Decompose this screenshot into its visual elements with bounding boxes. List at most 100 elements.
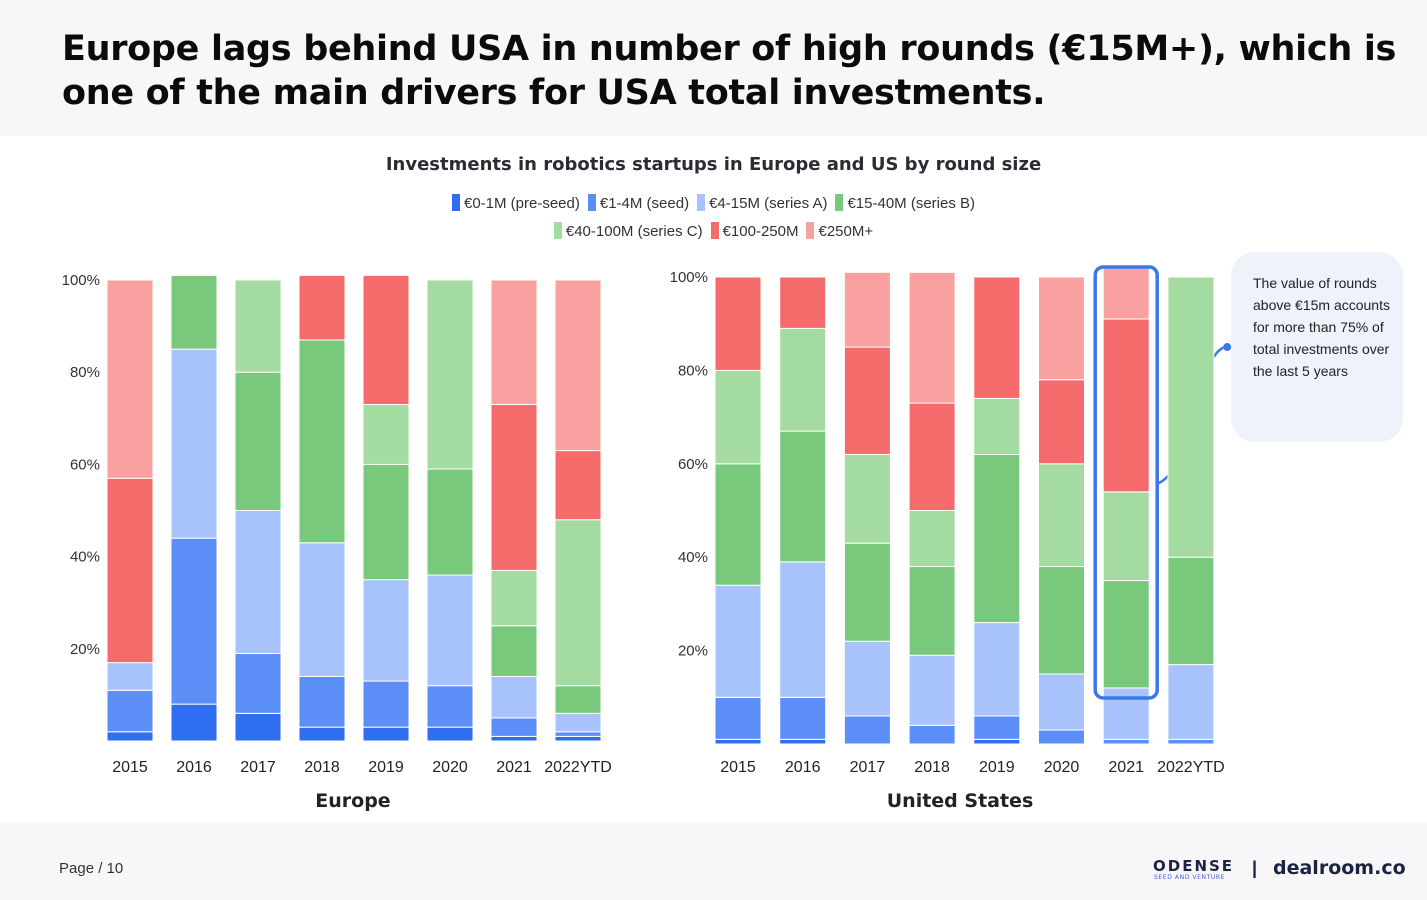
bar-segment [554,735,602,742]
bar-segment [1102,267,1150,320]
bar-segment [714,696,762,740]
x-tick-label: 2021 [1108,759,1144,776]
legend-label: €0-1M (pre-seed) [463,195,580,212]
x-tick-label: 2017 [240,759,276,776]
odense-logo-subtitle: SEED AND VENTURE [1154,874,1226,881]
legend-swatch [697,194,706,211]
bar-segment [298,339,346,544]
bar-segment [170,537,218,705]
bar-segment [362,680,410,728]
bar-segment [234,279,282,373]
panel-title: Europe [315,790,390,812]
bar-segment [234,712,282,742]
x-tick-label: 2019 [979,759,1015,776]
x-tick-label: 2016 [785,759,821,776]
bar-segment [234,371,282,512]
x-tick-label: 2022YTD [544,759,612,776]
bar-segment [426,574,474,687]
bar-segment [908,510,956,568]
x-tick-label: 2015 [112,759,148,776]
callout-connector-dot [1223,343,1232,352]
logo-separator: | [1252,858,1258,878]
bar-segment [908,566,956,656]
dealroom-logo: dealroom.co [1273,857,1406,879]
bar-segment [554,731,602,737]
bar-segment [1038,729,1085,745]
bar-segment [908,724,956,745]
bar-segment [170,703,218,742]
legend-row-2: €40-100M (series C) €100-250M €250M+ [300,222,1127,240]
y-tick-label: 100% [62,272,100,289]
x-tick-label: 2016 [176,759,212,776]
bar-segment [843,640,891,717]
bar-segment [779,738,827,745]
bar-segment [106,477,154,664]
bar-segment [843,271,891,348]
annotation-text: The value of rounds above €15m accounts … [1253,275,1390,379]
x-tick-label: 2015 [720,759,756,776]
y-tick-label: 60% [678,456,708,473]
x-tick-label: 2017 [850,759,886,776]
panel-title: United States [887,790,1034,812]
bar-segment [362,274,410,405]
bar-segment [554,685,602,714]
bar-segment [362,579,410,682]
legend-label: €1-4M (seed) [599,195,690,212]
bar-segment [1167,664,1215,740]
bar-segment [234,652,282,714]
bar-segment [779,430,827,563]
bar-segment [298,274,346,341]
bar-segment [298,542,346,677]
y-tick-label: 80% [678,362,708,379]
legend-item: €0-1M (pre-seed) [451,194,580,212]
x-tick-label: 2020 [432,759,468,776]
bar-segment [973,397,1021,455]
legend-swatch [806,222,815,239]
bar-segment [106,279,154,479]
y-tick-label: 20% [70,641,100,658]
legend-swatch [587,194,596,211]
bar-segment [908,271,956,404]
x-tick-label: 2020 [1044,759,1080,776]
x-tick-label: 2018 [304,759,340,776]
chart-title: Investments in robotics startups in Euro… [385,154,1042,175]
bar-segment [1102,738,1150,745]
bar-segment [1167,738,1215,745]
bar-segment [1102,687,1150,740]
y-tick-label: 80% [70,364,100,381]
bar-segment [426,279,474,470]
bar-segment [843,715,891,745]
bar-segment [298,675,346,728]
legend-row-1: €0-1M (pre-seed) €1-4M (seed) €4-15M (seri… [300,194,1127,212]
bar-segment [843,346,891,455]
bar-segment [973,453,1021,624]
y-tick-label: 100% [670,269,708,286]
legend-item: €4-15M (series A) [697,194,827,212]
legend-label: €100-250M [722,223,799,240]
legend-item: €100-250M [710,222,799,240]
bar-segment [843,542,891,642]
bar-segment [490,735,538,742]
legend-item: €250M+ [806,222,873,240]
bar-segment [298,726,346,742]
bar-segment [362,463,410,581]
bar-segment [1038,463,1085,568]
legend-label: €4-15M (series A) [709,195,828,212]
bar-segment [490,403,538,571]
footer: Page / 10 ODENSE SEED AND VENTURE | deal… [0,822,1427,900]
bar-segment [554,279,602,452]
bar-segment [554,519,602,687]
y-tick-label: 20% [678,643,708,660]
bar-segment [490,717,538,737]
bar-segment [973,622,1021,717]
legend-item: €1-4M (seed) [587,194,690,212]
bar-segment [1102,491,1150,582]
y-tick-label: 40% [678,549,708,566]
legend-swatch [451,194,460,211]
bar-segment [234,510,282,654]
bar-segment [1102,580,1150,689]
bar-segment [426,685,474,728]
bar-segment [554,450,602,521]
annotation-callout: The value of rounds above €15m accounts … [1231,252,1403,442]
